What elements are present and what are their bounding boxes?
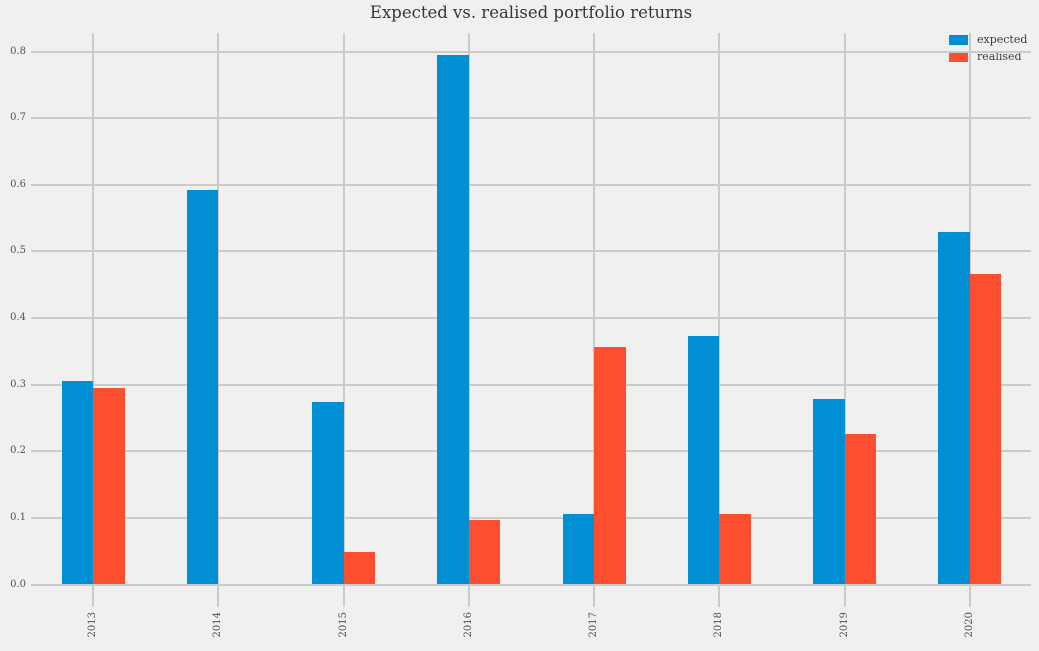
bar-expected-2019 <box>813 398 845 585</box>
x-tick-mark <box>593 584 596 607</box>
legend-swatch-realised <box>949 51 968 62</box>
y-tick-label: 0.8 <box>10 45 26 57</box>
y-gridline <box>31 117 1031 120</box>
y-gridline <box>31 583 1031 586</box>
bar-expected-2013 <box>61 380 93 585</box>
bar-expected-2017 <box>562 513 595 585</box>
y-tick-label: 0.3 <box>10 378 26 390</box>
x-gridline <box>593 33 596 585</box>
y-gridline <box>31 383 1031 386</box>
x-tick-mark <box>843 584 846 607</box>
x-gridline <box>342 33 345 585</box>
x-tick-mark <box>467 584 470 607</box>
bar-expected-2018 <box>687 336 720 585</box>
x-gridline <box>467 33 470 585</box>
y-tick-label: 0.6 <box>10 178 26 190</box>
bar-expected-2015 <box>312 401 344 585</box>
y-gridline <box>31 50 1031 53</box>
y-tick-label: 0.0 <box>10 578 26 590</box>
bar-realised-2016 <box>468 519 501 585</box>
legend-swatch-expected <box>949 34 968 45</box>
y-tick-label: 0.5 <box>10 245 26 257</box>
bar-realised-2020 <box>969 274 1002 585</box>
x-gridline <box>217 33 220 585</box>
x-tick-mark <box>968 584 971 607</box>
x-gridline <box>718 33 721 585</box>
y-tick-label: 0.7 <box>10 112 26 124</box>
y-gridline <box>31 317 1031 320</box>
x-tick-label: 2016 <box>462 611 474 637</box>
y-gridline <box>31 516 1031 519</box>
x-tick-mark <box>342 584 345 607</box>
legend-label-realised: realised <box>977 50 1022 63</box>
x-tick-label: 2020 <box>963 611 975 637</box>
x-tick-mark <box>718 584 721 607</box>
legend-item-expected: expected <box>949 33 1027 46</box>
x-tick-label: 2017 <box>588 611 600 637</box>
x-tick-label: 2019 <box>838 611 850 637</box>
bar-realised-2019 <box>844 433 877 585</box>
x-tick-mark <box>92 584 94 607</box>
y-tick-label: 0.4 <box>10 312 26 324</box>
bar-expected-2020 <box>938 232 970 585</box>
x-gridline <box>92 33 94 585</box>
x-tick-mark <box>217 584 220 607</box>
x-tick-label: 2015 <box>337 611 349 637</box>
x-tick-label: 2014 <box>212 611 224 637</box>
y-gridline <box>31 183 1031 186</box>
bar-realised-2018 <box>719 513 751 585</box>
legend-item-realised: realised <box>949 50 1027 63</box>
x-gridline <box>843 33 846 585</box>
legend: expected realised <box>949 33 1027 67</box>
x-tick-label: 2013 <box>87 611 98 637</box>
x-tick-label: 2018 <box>713 611 725 637</box>
y-gridline <box>31 450 1031 453</box>
legend-label-expected: expected <box>977 33 1028 46</box>
y-tick-label: 0.2 <box>10 445 26 457</box>
bar-realised-2013 <box>93 388 125 585</box>
chart-title: Expected vs. realised portfolio returns <box>369 3 693 22</box>
y-gridline <box>31 250 1031 253</box>
y-tick-label: 0.1 <box>10 511 26 523</box>
bar-expected-2014 <box>186 189 219 585</box>
bar-realised-2017 <box>594 346 626 585</box>
bar-expected-2016 <box>437 54 469 585</box>
bar-realised-2015 <box>343 551 376 585</box>
